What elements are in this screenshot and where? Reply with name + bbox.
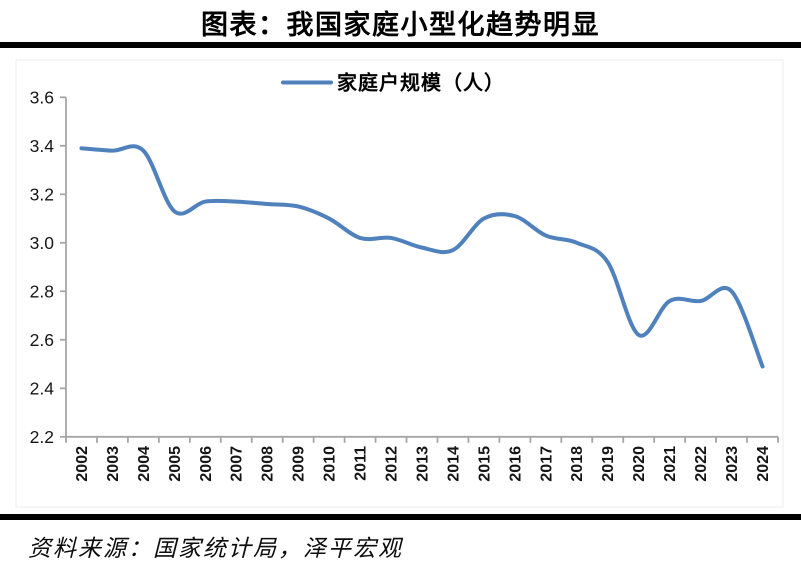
x-axis-label: 2013 (414, 446, 431, 482)
legend: 家庭户规模（人） (281, 70, 505, 94)
bottom-divider-rule (0, 514, 801, 520)
x-axis-label: 2020 (631, 446, 648, 482)
x-axis-label: 2005 (167, 446, 184, 482)
x-axis-label: 2014 (445, 446, 462, 482)
y-axis-label: 3.0 (30, 233, 55, 253)
y-axis-label: 3.4 (30, 136, 55, 156)
line-chart: 家庭户规模（人） 2.2 2.4 2.6 2.8 3.0 3.2 3.4 3.6 2002 200… (15, 59, 784, 508)
x-axis-label: 2012 (383, 446, 400, 482)
x-axis-label: 2002 (74, 446, 91, 482)
legend-label: 家庭户规模（人） (337, 70, 505, 94)
x-axis-label: 2023 (724, 446, 741, 482)
x-axis-label: 2024 (755, 446, 772, 482)
x-axis-label: 2019 (600, 446, 617, 482)
x-axis-label: 2011 (353, 446, 370, 481)
source-note: 资料来源：国家统计局，泽平宏观 (28, 536, 403, 561)
x-axis-label: 2008 (260, 446, 277, 482)
y-axis-label: 3.2 (30, 184, 54, 204)
x-axis-label: 2016 (507, 446, 524, 482)
top-divider-rule (0, 42, 801, 48)
x-axis-label: 2009 (291, 446, 308, 482)
y-axis-label: 2.8 (30, 281, 54, 301)
x-axis-label: 2021 (662, 446, 679, 482)
x-axis-label: 2004 (136, 446, 153, 482)
chart-area-border (15, 59, 784, 508)
x-axis-label: 2010 (322, 446, 339, 482)
x-axis-label: 2007 (229, 446, 246, 482)
y-axis-label: 2.4 (30, 378, 55, 398)
x-axis-label: 2003 (105, 446, 122, 482)
y-axis-label: 2.2 (30, 427, 54, 447)
x-axis-label: 2018 (569, 446, 586, 482)
y-axis-label: 3.6 (30, 87, 54, 107)
plot-content: 2.2 2.4 2.6 2.8 3.0 3.2 3.4 3.6 2002 2003 2004 2005… (30, 87, 779, 482)
household-size-series-line (79, 144, 765, 369)
x-axis-label: 2006 (198, 446, 215, 482)
x-axis-label: 2015 (476, 446, 493, 482)
x-axis-label: 2017 (538, 446, 555, 482)
y-axis-label: 2.6 (30, 330, 54, 350)
chart-title: 图表：我国家庭小型化趋势明显 (201, 10, 600, 40)
x-axis-label: 2022 (693, 446, 710, 482)
